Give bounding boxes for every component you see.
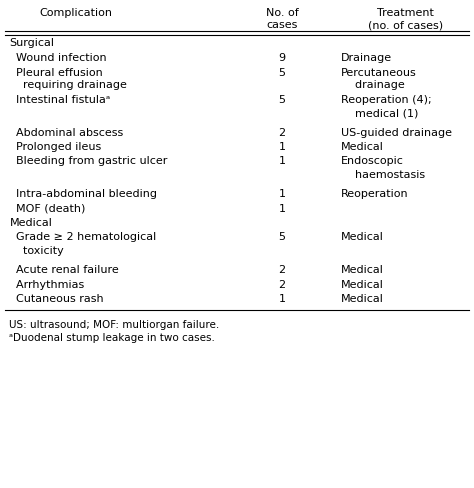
Text: 2: 2 bbox=[278, 127, 286, 137]
Text: Percutaneous: Percutaneous bbox=[341, 67, 417, 77]
Text: Medical: Medical bbox=[341, 279, 384, 289]
Text: toxicity: toxicity bbox=[9, 245, 64, 255]
Text: Acute renal failure: Acute renal failure bbox=[9, 264, 119, 274]
Text: Medical: Medical bbox=[341, 232, 384, 242]
Text: Endoscopic: Endoscopic bbox=[341, 156, 404, 166]
Text: 1: 1 bbox=[279, 203, 285, 213]
Text: Grade ≥ 2 hematological: Grade ≥ 2 hematological bbox=[9, 232, 157, 242]
Text: 5: 5 bbox=[279, 95, 285, 105]
Text: Drainage: Drainage bbox=[341, 53, 392, 63]
Text: cases: cases bbox=[266, 20, 298, 30]
Text: Intra-abdominal bleeding: Intra-abdominal bleeding bbox=[9, 189, 157, 199]
Text: Treatment: Treatment bbox=[377, 8, 434, 18]
Text: ᵃDuodenal stump leakage in two cases.: ᵃDuodenal stump leakage in two cases. bbox=[9, 332, 215, 342]
Text: 5: 5 bbox=[279, 232, 285, 242]
Text: haemostasis: haemostasis bbox=[341, 169, 425, 179]
Text: Complication: Complication bbox=[39, 8, 112, 18]
Text: 1: 1 bbox=[279, 156, 285, 166]
Text: Wound infection: Wound infection bbox=[9, 53, 107, 63]
Text: 5: 5 bbox=[279, 67, 285, 77]
Text: requiring drainage: requiring drainage bbox=[9, 81, 128, 90]
Text: (no. of cases): (no. of cases) bbox=[368, 20, 443, 30]
Text: 2: 2 bbox=[278, 279, 286, 289]
Text: Cutaneous rash: Cutaneous rash bbox=[9, 293, 104, 304]
Text: Bleeding from gastric ulcer: Bleeding from gastric ulcer bbox=[9, 156, 168, 166]
Text: 1: 1 bbox=[279, 293, 285, 304]
Text: US: ultrasound; MOF: multiorgan failure.: US: ultrasound; MOF: multiorgan failure. bbox=[9, 319, 220, 329]
Text: Medical: Medical bbox=[341, 142, 384, 152]
Text: 9: 9 bbox=[278, 53, 286, 63]
Text: drainage: drainage bbox=[341, 81, 405, 90]
Text: 1: 1 bbox=[279, 189, 285, 199]
Text: US-guided drainage: US-guided drainage bbox=[341, 127, 452, 137]
Text: Prolonged ileus: Prolonged ileus bbox=[9, 142, 102, 152]
Text: 2: 2 bbox=[278, 264, 286, 274]
Text: Medical: Medical bbox=[341, 264, 384, 274]
Text: Intestinal fistulaᵃ: Intestinal fistulaᵃ bbox=[9, 95, 111, 105]
Text: Surgical: Surgical bbox=[9, 39, 55, 48]
Text: Medical: Medical bbox=[341, 293, 384, 304]
Text: Medical: Medical bbox=[9, 218, 52, 227]
Text: No. of: No. of bbox=[265, 8, 299, 18]
Text: Reoperation (4);: Reoperation (4); bbox=[341, 95, 432, 105]
Text: 1: 1 bbox=[279, 142, 285, 152]
Text: Pleural effusion: Pleural effusion bbox=[9, 67, 103, 77]
Text: MOF (death): MOF (death) bbox=[9, 203, 86, 213]
Text: Reoperation: Reoperation bbox=[341, 189, 409, 199]
Text: Arrhythmias: Arrhythmias bbox=[9, 279, 85, 289]
Text: Abdominal abscess: Abdominal abscess bbox=[9, 127, 124, 137]
Text: medical (1): medical (1) bbox=[341, 108, 419, 118]
